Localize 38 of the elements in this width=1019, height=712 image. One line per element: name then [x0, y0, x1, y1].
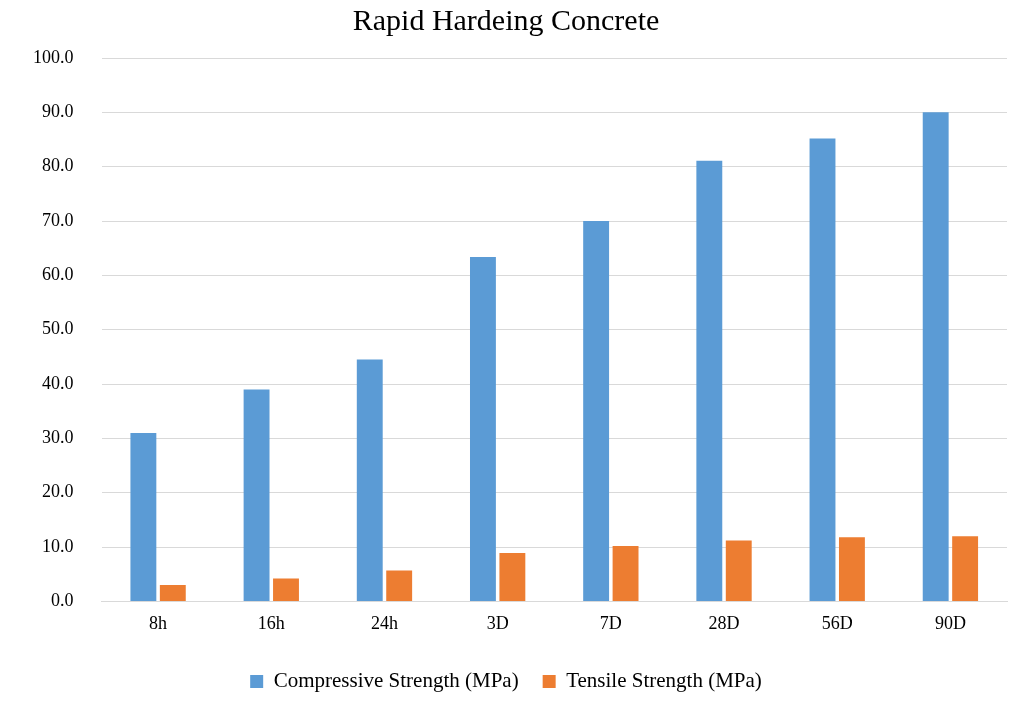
bar: [469, 256, 496, 601]
x-tick-label: 8h: [149, 612, 168, 633]
bar: [696, 160, 723, 601]
bar: [273, 578, 299, 601]
legend-label: Compressive Strength (MPa): [273, 668, 519, 693]
y-tick-label: 10.0: [42, 535, 74, 556]
y-tick-label: 50.0: [42, 318, 74, 339]
bar: [583, 221, 610, 601]
x-tick-label: 24h: [370, 612, 398, 633]
bar: [809, 138, 836, 601]
y-tick-label: 60.0: [42, 264, 74, 285]
x-tick-label: 90D: [934, 612, 966, 633]
bar: [725, 540, 752, 601]
legend-label: Tensile Strength (MPa): [566, 668, 762, 693]
x-tick-label: 7D: [599, 612, 622, 633]
x-tick-label: 3D: [486, 612, 509, 633]
y-tick-label: 90.0: [42, 101, 74, 122]
bar: [612, 545, 639, 601]
y-tick-label: 30.0: [42, 427, 74, 448]
x-tick-label: 28D: [708, 612, 740, 633]
y-tick-label: 20.0: [42, 481, 74, 502]
y-tick-label: 0.0: [51, 590, 74, 611]
bar: [922, 112, 949, 601]
chart-title: Rapid Hardeing Concrete: [352, 2, 660, 36]
y-tick-label: 40.0: [42, 372, 74, 393]
bar: [499, 553, 526, 601]
y-tick-label: 80.0: [42, 155, 74, 176]
bar: [243, 389, 270, 601]
bar: [356, 359, 383, 601]
y-tick-label: 100.0: [33, 46, 74, 67]
y-tick-label: 70.0: [42, 209, 74, 230]
bar: [952, 536, 979, 601]
bar: [386, 570, 413, 601]
x-tick-label: 16h: [257, 612, 285, 633]
bar: [838, 537, 865, 601]
bar: [130, 432, 157, 601]
bar: [159, 585, 186, 601]
x-tick-label: 56D: [821, 612, 853, 633]
